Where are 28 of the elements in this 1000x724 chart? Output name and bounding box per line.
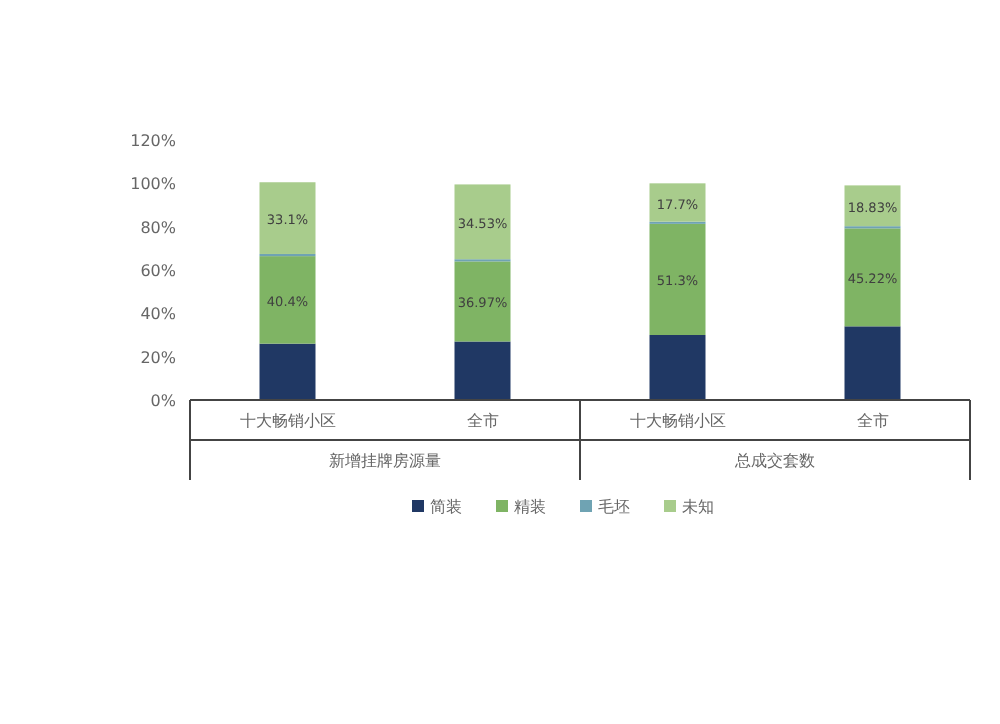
x-tick-label: 全市 bbox=[466, 412, 499, 430]
bar bbox=[844, 228, 901, 327]
y-tick-label: 20% bbox=[140, 348, 177, 367]
bar bbox=[454, 184, 511, 260]
bar bbox=[259, 182, 316, 254]
legend-label: 精装 bbox=[514, 498, 546, 516]
x-tick-label: 十大畅销小区 bbox=[629, 412, 726, 430]
y-tick-label: 60% bbox=[140, 262, 177, 280]
y-tick-label: 80% bbox=[140, 218, 177, 237]
y-tick-label: 120% bbox=[130, 132, 177, 150]
bar bbox=[649, 223, 706, 335]
bar bbox=[649, 335, 706, 400]
bar bbox=[649, 183, 706, 222]
y-tick-label: 0% bbox=[150, 392, 177, 410]
bar bbox=[844, 326, 901, 400]
bar bbox=[454, 341, 511, 400]
legend-label: 毛坯 bbox=[598, 498, 630, 516]
x-tick-label: 十大畅销小区 bbox=[239, 412, 336, 430]
bar bbox=[259, 343, 316, 400]
bar bbox=[454, 261, 511, 342]
text: 新增挂牌房源量 bbox=[329, 452, 441, 470]
legend-label: 简装 bbox=[430, 498, 462, 516]
bar bbox=[259, 256, 316, 344]
y-tick-label: 100% bbox=[130, 175, 177, 194]
y-tick-label: 40% bbox=[140, 305, 177, 324]
legend-label: 未知 bbox=[682, 498, 714, 516]
text: 总成交套数 bbox=[735, 452, 815, 470]
x-tick-label: 全市 bbox=[856, 412, 889, 430]
